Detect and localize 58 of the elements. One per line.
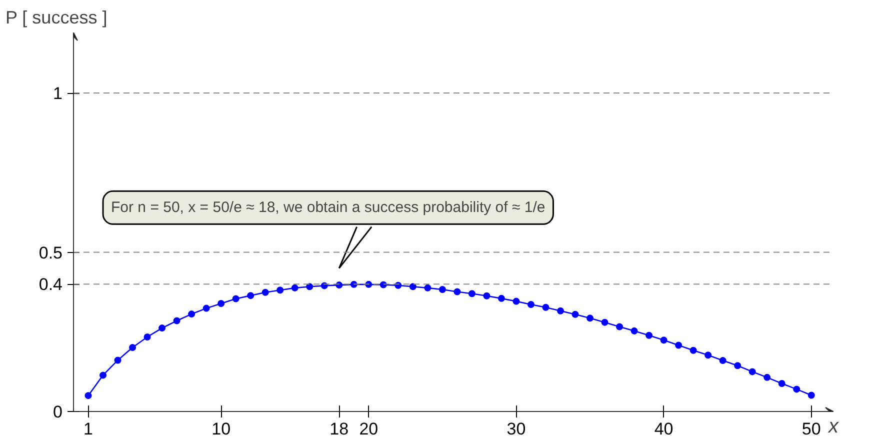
point bbox=[527, 300, 534, 308]
point bbox=[454, 288, 461, 296]
point bbox=[793, 386, 800, 393]
point bbox=[512, 298, 520, 305]
point bbox=[409, 283, 416, 290]
point bbox=[291, 284, 298, 292]
point bbox=[202, 304, 210, 312]
x-tick-label: 20 bbox=[359, 420, 378, 438]
y-tick-label: 1 bbox=[53, 84, 63, 104]
point bbox=[100, 372, 107, 379]
point bbox=[586, 314, 594, 322]
point bbox=[232, 295, 240, 302]
point bbox=[778, 380, 786, 387]
point bbox=[247, 292, 254, 300]
x-tick-label: 40 bbox=[654, 420, 674, 438]
point bbox=[556, 307, 564, 314]
point bbox=[424, 284, 432, 292]
point bbox=[173, 317, 180, 324]
point bbox=[808, 392, 815, 399]
point bbox=[188, 310, 196, 318]
point bbox=[158, 324, 166, 332]
point bbox=[218, 300, 225, 308]
x-tick-label: 10 bbox=[212, 420, 231, 438]
x-axis-title: x bbox=[828, 416, 840, 438]
point bbox=[690, 346, 697, 354]
point bbox=[144, 333, 151, 340]
y-tick-label: 0.4 bbox=[38, 275, 63, 294]
point bbox=[438, 286, 446, 294]
y-tick-label: 0.5 bbox=[38, 243, 63, 262]
x-tick-label: 1 bbox=[84, 420, 93, 438]
x-tick-label: 50 bbox=[802, 420, 821, 438]
point bbox=[719, 357, 726, 364]
point bbox=[468, 290, 476, 298]
point bbox=[498, 294, 505, 302]
point bbox=[660, 336, 668, 344]
x-tick-label: 18 bbox=[330, 420, 349, 438]
point bbox=[542, 304, 550, 311]
point bbox=[601, 318, 608, 326]
point bbox=[84, 392, 92, 400]
point bbox=[262, 288, 269, 296]
y-axis-title: P [ success ] bbox=[6, 8, 108, 28]
point bbox=[572, 310, 579, 318]
point bbox=[306, 283, 314, 290]
point bbox=[748, 368, 756, 376]
point bbox=[764, 374, 771, 381]
point bbox=[630, 327, 638, 334]
point bbox=[734, 362, 742, 370]
point bbox=[276, 286, 284, 294]
point bbox=[646, 332, 653, 339]
y-tick-label: 0 bbox=[53, 402, 63, 422]
point bbox=[114, 356, 122, 364]
point bbox=[129, 344, 136, 351]
point bbox=[483, 292, 490, 300]
point bbox=[675, 342, 682, 349]
point bbox=[616, 323, 624, 330]
point bbox=[704, 352, 712, 359]
annotation: For n = 50, x = 50/e ≈ 18, we obtain a success probability of ≈ 1/e bbox=[111, 199, 546, 216]
x-tick-label: 30 bbox=[506, 420, 526, 438]
